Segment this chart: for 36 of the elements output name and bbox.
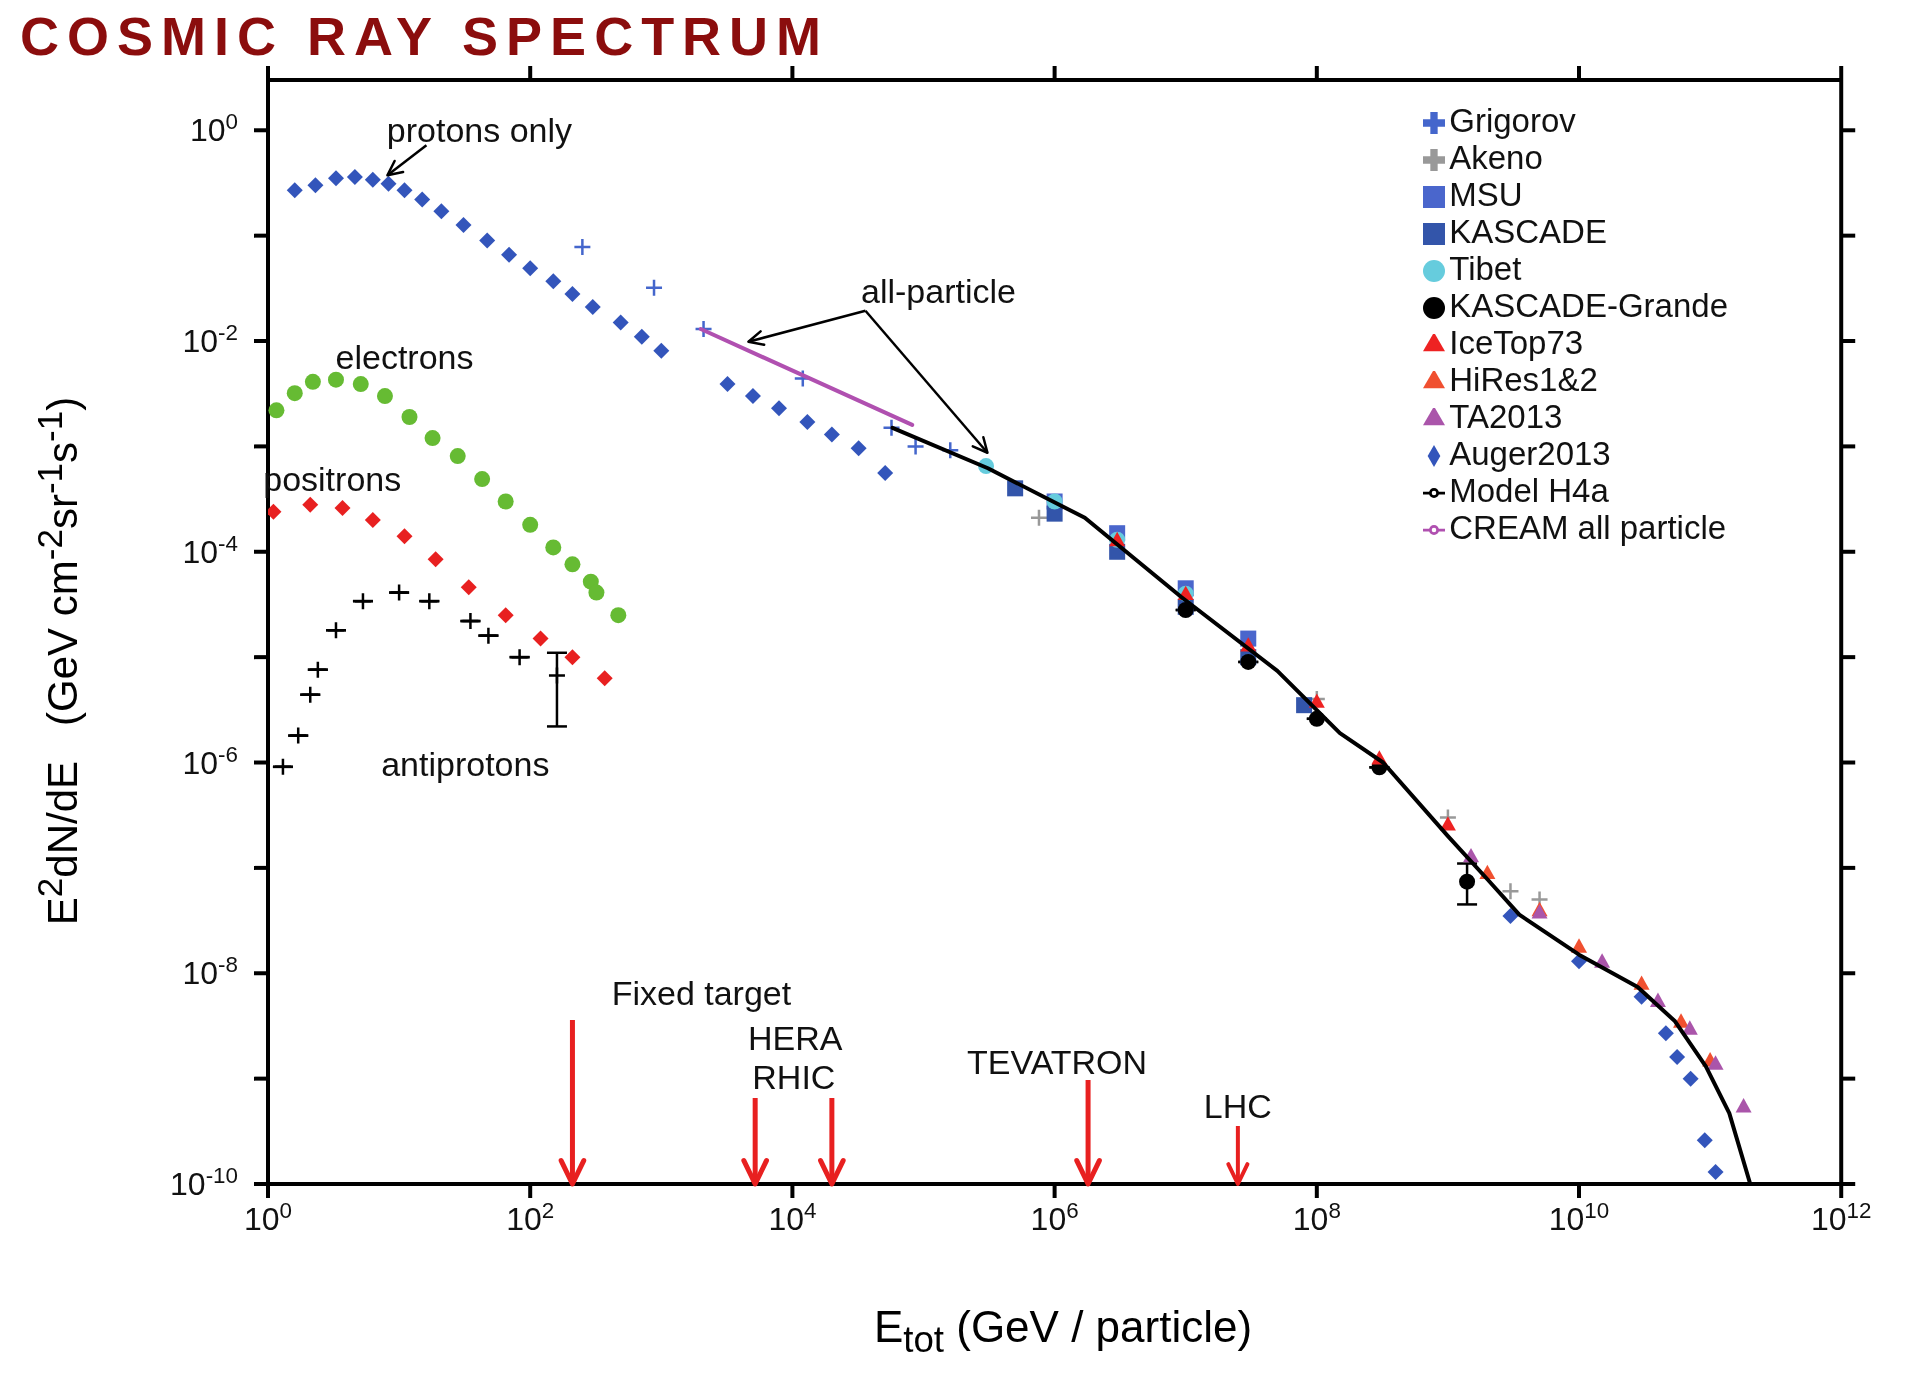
- y-tick-label: 10$^{-6}$: [182, 741, 238, 781]
- legend-label: HiRes1&2: [1449, 361, 1598, 398]
- y-tick-label: 10$^{0}$: [189, 108, 238, 149]
- annotation: HERA: [747, 1018, 843, 1057]
- x-tick-label: 10$^{6}$: [1030, 1197, 1079, 1237]
- x-tick-label: 10$^{2}$: [506, 1197, 555, 1237]
- legend-label: CREAM all particle: [1449, 509, 1727, 546]
- annotation: antiprotons: [381, 745, 550, 784]
- legend-label: Tibet: [1449, 250, 1522, 287]
- y-tick-label: 10$^{-2}$: [182, 319, 238, 360]
- legend-label: Auger2013: [1449, 435, 1611, 472]
- x-tick-label: 10$^{10}$: [1548, 1197, 1610, 1237]
- annotation: Fixed target: [611, 973, 792, 1012]
- y-tick-label: 10$^{-8}$: [182, 951, 238, 992]
- annotation: RHIC: [752, 1057, 836, 1096]
- annotation: TEVATRON: [967, 1042, 1148, 1081]
- legend-label: TA2013: [1449, 398, 1563, 435]
- x-tick-label: 10$^{4}$: [768, 1197, 817, 1237]
- annotation: protons only: [386, 111, 573, 150]
- legend-label: KASCADE: [1449, 213, 1607, 250]
- x-axis-title: E$_{tot}$ (GeV / particle): [872, 1302, 1254, 1361]
- legend-label: Akeno: [1449, 139, 1543, 176]
- legend-label: Grigorov: [1449, 102, 1576, 139]
- chart-title: COSMIC RAY SPECTRUM: [20, 6, 830, 66]
- y-tick-label: 10$^{-10}$: [170, 1162, 238, 1203]
- legend-label: Model H4a: [1449, 472, 1609, 509]
- legend-label: MSU: [1449, 176, 1523, 213]
- annotation: LHC: [1203, 1086, 1272, 1125]
- annotation: all-particle: [860, 271, 1016, 310]
- legend-label: IceTop73: [1449, 324, 1584, 361]
- y-tick-label: 10$^{-4}$: [182, 530, 238, 570]
- x-tick-label: 10$^{8}$: [1292, 1197, 1341, 1237]
- x-tick-label: 10$^{0}$: [243, 1197, 293, 1237]
- legend-label: KASCADE-Grande: [1449, 287, 1728, 324]
- x-tick-label: 10$^{12}$: [1810, 1197, 1872, 1237]
- annotation: electrons: [335, 337, 474, 376]
